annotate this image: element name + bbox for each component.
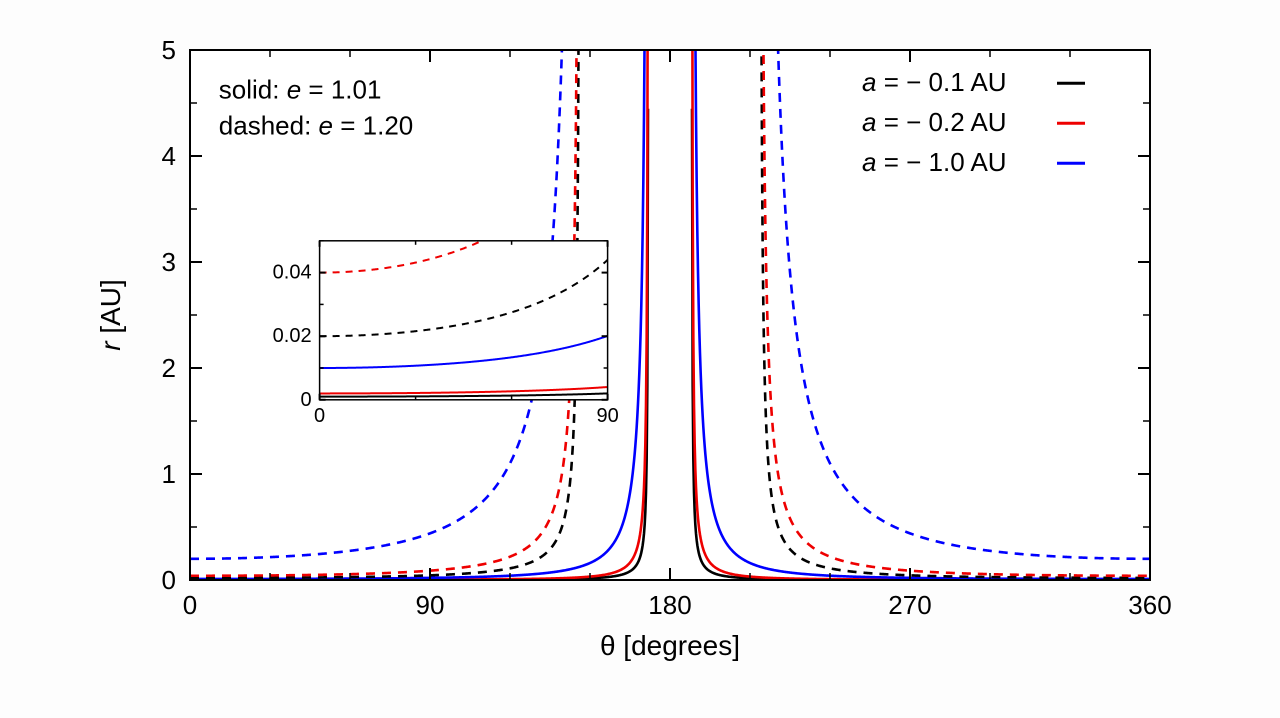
x-tick-label: 90	[416, 590, 445, 620]
y-tick-label: 2	[162, 353, 176, 383]
inset-y-tick: 0	[300, 389, 311, 411]
inset-x-tick: 90	[596, 405, 618, 427]
x-tick-label: 0	[183, 590, 197, 620]
legend-item-label: a = − 0.1 AU	[862, 67, 1007, 97]
y-tick-label: 1	[162, 459, 176, 489]
y-tick-label: 5	[162, 35, 176, 65]
y-axis-label: r [AU]	[95, 279, 126, 351]
y-tick-label: 0	[162, 565, 176, 595]
legend-item-label: a = − 1.0 AU	[862, 147, 1007, 177]
legend-item-label: a = − 0.2 AU	[862, 107, 1007, 137]
x-tick-label: 360	[1128, 590, 1171, 620]
style-annotation: solid: e = 1.01	[219, 75, 382, 105]
x-axis-label: θ [degrees]	[600, 630, 740, 661]
y-tick-label: 4	[162, 141, 176, 171]
inset-bg	[320, 241, 608, 400]
style-annotation: dashed: e = 1.20	[219, 111, 413, 141]
x-tick-label: 270	[888, 590, 931, 620]
inset-y-tick: 0.04	[273, 262, 312, 284]
y-tick-label: 3	[162, 247, 176, 277]
inset-y-tick: 0.02	[273, 325, 312, 347]
chart-svg: 0 90 180 270 360 0 1 2 3 4 5 θ [degrees] r [AU] solid…	[0, 0, 1280, 718]
inset-x-tick: 0	[314, 405, 325, 427]
x-tick-label: 180	[648, 590, 691, 620]
chart-container: 0 90 180 270 360 0 1 2 3 4 5 θ [degrees] r [AU] solid…	[0, 0, 1280, 718]
